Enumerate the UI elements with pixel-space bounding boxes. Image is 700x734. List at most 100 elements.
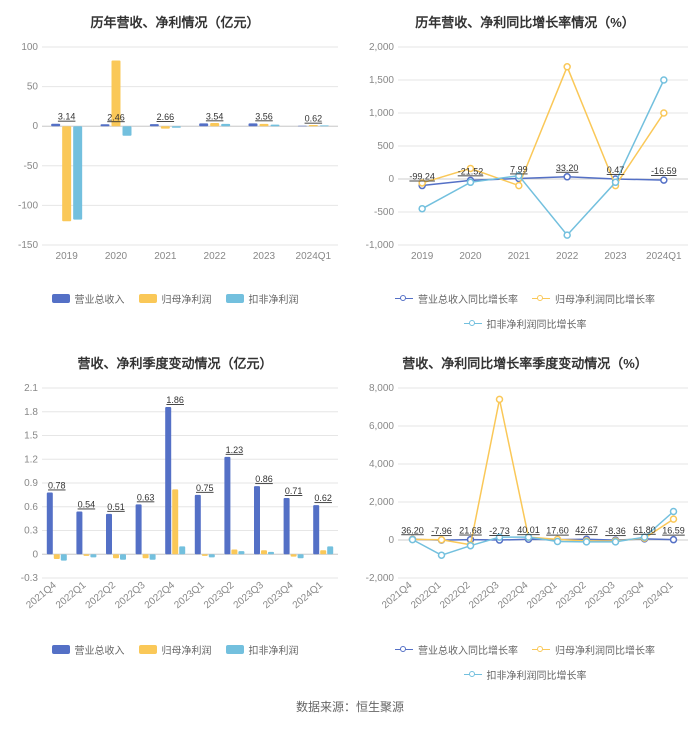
svg-text:-8.36: -8.36 xyxy=(605,526,626,536)
legend-deducted-profit: 扣非净利润 xyxy=(226,291,299,306)
svg-text:-21.52: -21.52 xyxy=(458,166,484,176)
svg-text:-16.59: -16.59 xyxy=(651,166,677,176)
svg-text:500: 500 xyxy=(377,141,394,152)
svg-text:2022: 2022 xyxy=(556,251,579,262)
svg-text:2024Q1: 2024Q1 xyxy=(296,251,332,262)
svg-text:2021Q4: 2021Q4 xyxy=(380,580,415,612)
svg-text:2022Q2: 2022Q2 xyxy=(438,580,473,612)
svg-text:2022Q1: 2022Q1 xyxy=(409,580,444,612)
svg-text:-1,000: -1,000 xyxy=(366,240,395,251)
legend-net-profit: 归母净利润 xyxy=(139,291,212,306)
panel-b-chart: -1,000-50005001,0001,5002,000-99.242019-… xyxy=(354,37,696,287)
svg-text:0.71: 0.71 xyxy=(285,486,303,496)
svg-text:0: 0 xyxy=(32,549,38,560)
svg-text:2023Q4: 2023Q4 xyxy=(261,580,296,612)
svg-text:2.1: 2.1 xyxy=(24,383,38,394)
svg-text:1.86: 1.86 xyxy=(166,395,184,405)
legend-deducted-profit-growth: 扣非净利润同比增长率 xyxy=(464,316,587,331)
svg-text:36.20: 36.20 xyxy=(401,525,424,535)
panel-annual-growth: 历年营收、净利同比增长率情况（%） -1,000-50005001,0001,5… xyxy=(350,0,700,341)
panel-d-title: 营收、净利同比增长率季度变动情况（%） xyxy=(354,353,696,372)
svg-text:2019: 2019 xyxy=(411,251,434,262)
svg-text:0.62: 0.62 xyxy=(314,493,332,503)
svg-text:2022Q4: 2022Q4 xyxy=(496,580,531,612)
svg-text:0: 0 xyxy=(32,121,38,132)
svg-text:2021: 2021 xyxy=(154,251,177,262)
svg-text:3.54: 3.54 xyxy=(206,111,224,121)
legend-revenue-growth: 营业总收入同比增长率 xyxy=(395,642,518,657)
svg-text:-100: -100 xyxy=(18,200,38,211)
svg-text:0.51: 0.51 xyxy=(107,502,125,512)
legend-net-profit-growth: 归母净利润同比增长率 xyxy=(532,642,655,657)
svg-text:2023: 2023 xyxy=(604,251,627,262)
svg-text:1,500: 1,500 xyxy=(369,75,394,86)
svg-text:50: 50 xyxy=(27,82,39,93)
svg-text:2023Q1: 2023Q1 xyxy=(525,580,560,612)
svg-text:1.23: 1.23 xyxy=(226,445,244,455)
svg-text:0.63: 0.63 xyxy=(137,492,155,502)
svg-text:4,000: 4,000 xyxy=(369,459,394,470)
svg-text:2022: 2022 xyxy=(204,251,227,262)
chart-grid: 历年营收、净利情况（亿元） -150 -100 -50 0 50 100 3.14 2019 2… xyxy=(0,0,700,692)
svg-text:3.14: 3.14 xyxy=(58,112,76,122)
svg-text:33.20: 33.20 xyxy=(556,163,579,173)
svg-text:2020: 2020 xyxy=(459,251,482,262)
svg-text:2022Q4: 2022Q4 xyxy=(143,580,178,612)
svg-text:2024Q1: 2024Q1 xyxy=(641,580,676,612)
svg-text:2019: 2019 xyxy=(56,251,79,262)
svg-text:61.80: 61.80 xyxy=(633,525,656,535)
panel-d-chart: -2,00002,0004,0006,0008,00036.202021Q4-7… xyxy=(354,378,696,638)
legend-revenue: 营业总收入 xyxy=(52,642,125,657)
panel-b-title: 历年营收、净利同比增长率情况（%） xyxy=(354,12,696,31)
svg-text:0.62: 0.62 xyxy=(305,114,323,124)
svg-text:2024Q1: 2024Q1 xyxy=(646,251,682,262)
svg-text:0.78: 0.78 xyxy=(48,481,66,491)
svg-text:2023Q4: 2023Q4 xyxy=(612,580,647,612)
svg-text:2.46: 2.46 xyxy=(107,112,125,122)
svg-text:2.66: 2.66 xyxy=(157,112,175,122)
panel-c-chart: -0.300.30.60.91.21.51.82.10.782021Q40.54… xyxy=(4,378,346,638)
svg-text:42.67: 42.67 xyxy=(575,525,598,535)
svg-text:100: 100 xyxy=(21,42,38,53)
panel-quarterly-growth: 营收、净利同比增长率季度变动情况（%） -2,00002,0004,0006,0… xyxy=(350,341,700,692)
svg-text:2,000: 2,000 xyxy=(369,42,394,53)
panel-d-legend: 营业总收入同比增长率 归母净利润同比增长率 扣非净利润同比增长率 xyxy=(354,638,696,688)
panel-c-title: 营收、净利季度变动情况（亿元） xyxy=(4,353,346,372)
svg-text:40.01: 40.01 xyxy=(517,525,540,535)
svg-text:2,000: 2,000 xyxy=(369,497,394,508)
svg-text:2023Q3: 2023Q3 xyxy=(583,580,618,612)
panel-b-legend: 营业总收入同比增长率 归母净利润同比增长率 扣非净利润同比增长率 xyxy=(354,287,696,337)
svg-text:6,000: 6,000 xyxy=(369,421,394,432)
panel-a-legend: 营业总收入 归母净利润 扣非净利润 xyxy=(4,287,346,312)
svg-text:2022Q3: 2022Q3 xyxy=(467,580,502,612)
panel-annual-absolute: 历年营收、净利情况（亿元） -150 -100 -50 0 50 100 3.14 2019 2… xyxy=(0,0,350,341)
svg-text:-2,000: -2,000 xyxy=(366,573,395,584)
svg-text:-50: -50 xyxy=(24,161,39,172)
legend-net-profit-growth: 归母净利润同比增长率 xyxy=(532,291,655,306)
svg-text:1.5: 1.5 xyxy=(24,431,38,442)
svg-text:-7.96: -7.96 xyxy=(431,526,452,536)
svg-text:-150: -150 xyxy=(18,240,38,251)
panel-quarterly-absolute: 营收、净利季度变动情况（亿元） -0.300.30.60.91.21.51.82… xyxy=(0,341,350,692)
svg-text:1,000: 1,000 xyxy=(369,108,394,119)
svg-text:21.68: 21.68 xyxy=(459,526,482,536)
svg-text:-99.24: -99.24 xyxy=(409,172,435,182)
svg-text:0.6: 0.6 xyxy=(24,502,38,513)
svg-text:7.99: 7.99 xyxy=(510,164,528,174)
panel-c-legend: 营业总收入 归母净利润 扣非净利润 xyxy=(4,638,346,663)
svg-text:2023Q2: 2023Q2 xyxy=(202,580,237,612)
svg-text:2021: 2021 xyxy=(508,251,531,262)
svg-text:16.59: 16.59 xyxy=(662,526,685,536)
svg-text:-0.3: -0.3 xyxy=(21,573,39,584)
svg-text:2022Q1: 2022Q1 xyxy=(54,580,89,612)
svg-text:2022Q2: 2022Q2 xyxy=(84,580,119,612)
legend-net-profit: 归母净利润 xyxy=(139,642,212,657)
data-source-label: 数据来源：恒生聚源 xyxy=(0,692,700,725)
svg-text:2024Q1: 2024Q1 xyxy=(291,580,326,612)
panel-a-chart: -150-100-500501003.1420192.4620202.66202… xyxy=(4,37,346,287)
svg-text:0.75: 0.75 xyxy=(196,483,214,493)
svg-text:0.54: 0.54 xyxy=(78,500,96,510)
legend-deducted-profit: 扣非净利润 xyxy=(226,642,299,657)
svg-text:3.56: 3.56 xyxy=(255,111,273,121)
panel-a-title: 历年营收、净利情况（亿元） xyxy=(4,12,346,31)
